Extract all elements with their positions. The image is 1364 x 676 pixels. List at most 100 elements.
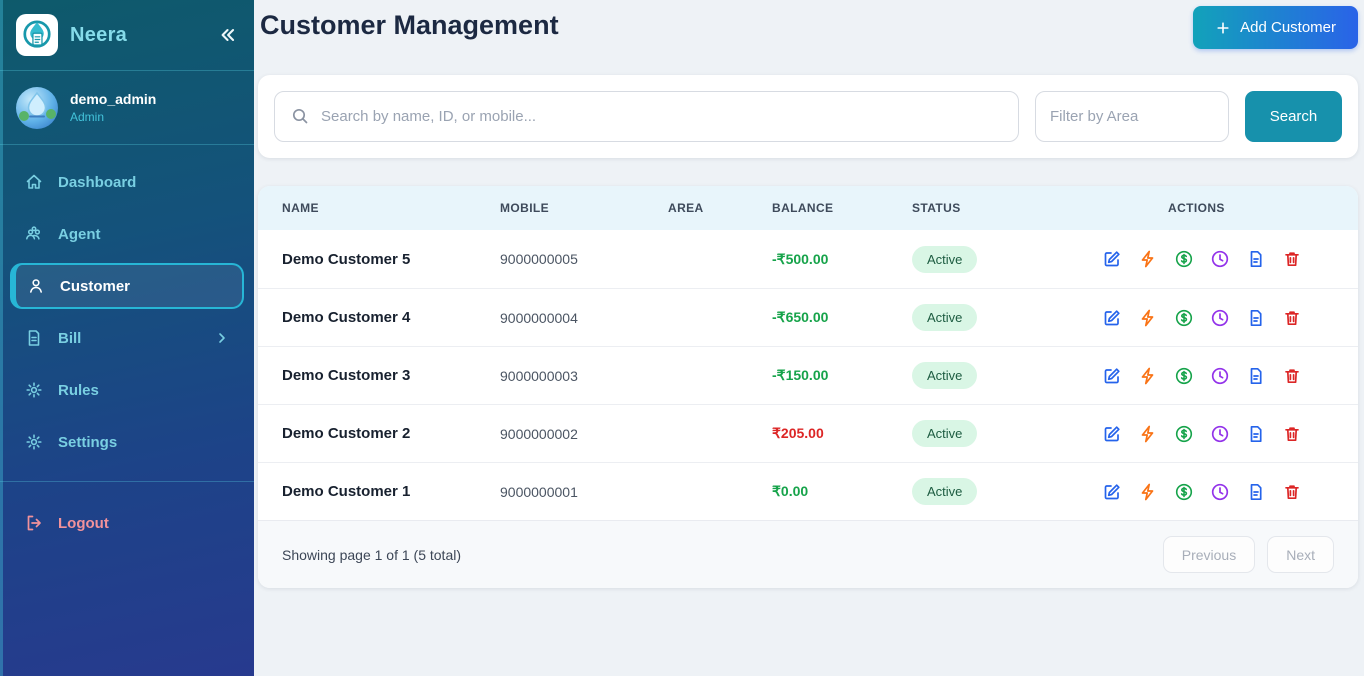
settings-gear-icon (26, 434, 42, 450)
table-row: Demo Customer 5 9000000005 -₹500.00 Acti… (258, 230, 1358, 288)
quick-recharge-button[interactable] (1138, 308, 1158, 328)
dollar-circle-icon (1175, 367, 1193, 384)
chevron-right-icon (214, 330, 230, 346)
payment-button[interactable] (1174, 366, 1194, 386)
plus-icon (1217, 21, 1229, 34)
sidebar-nav: Dashboard Agent Customer Bill (0, 145, 254, 471)
logout-icon (27, 515, 41, 531)
delete-button[interactable] (1282, 482, 1302, 502)
document-icon (1250, 367, 1262, 384)
delete-button[interactable] (1282, 249, 1302, 269)
payment-button[interactable] (1174, 249, 1194, 269)
app-name: Neera (70, 23, 128, 46)
search-button[interactable]: Search (1245, 91, 1342, 142)
delete-button[interactable] (1282, 308, 1302, 328)
avatar-drop-icon (19, 91, 56, 121)
document-icon (1250, 250, 1262, 268)
quick-recharge-button[interactable] (1138, 249, 1158, 269)
column-header-mobile: MOBILE (500, 201, 550, 215)
sidebar-item-label: Rules (58, 381, 99, 399)
trash-icon (1285, 252, 1299, 267)
sidebar-item-label: Agent (58, 225, 101, 243)
sidebar: Neera demo_admin Admin Dashboard (0, 0, 254, 676)
history-button[interactable] (1210, 482, 1230, 502)
customer-balance: ₹205.00 (772, 425, 824, 441)
sidebar-item-rules[interactable]: Rules (10, 367, 244, 413)
row-actions (1102, 308, 1334, 328)
invoice-button[interactable] (1246, 424, 1266, 444)
row-actions (1102, 249, 1334, 269)
delete-button[interactable] (1282, 424, 1302, 444)
edit-button[interactable] (1102, 482, 1122, 502)
bolt-icon (1141, 483, 1154, 500)
clock-icon (1211, 309, 1229, 326)
edit-button[interactable] (1102, 308, 1122, 328)
water-drop-logo-icon (23, 20, 51, 48)
edit-icon (1104, 425, 1120, 441)
column-header-status: STATUS (912, 201, 961, 215)
history-button[interactable] (1210, 308, 1230, 328)
sidebar-item-bill[interactable]: Bill (10, 315, 244, 361)
sidebar-item-agent[interactable]: Agent (10, 211, 244, 257)
customer-mobile: 9000000001 (500, 483, 578, 500)
history-button[interactable] (1210, 249, 1230, 269)
bill-icon (28, 330, 40, 346)
area-filter-input[interactable] (1035, 91, 1229, 142)
app-logo (16, 14, 58, 56)
sidebar-item-label: Settings (58, 433, 118, 451)
clock-icon (1211, 367, 1229, 384)
quick-recharge-button[interactable] (1138, 366, 1158, 386)
delete-button[interactable] (1282, 366, 1302, 386)
invoice-button[interactable] (1246, 249, 1266, 269)
quick-recharge-button[interactable] (1138, 424, 1158, 444)
avatar (16, 86, 58, 129)
customer-balance: -₹150.00 (772, 367, 829, 383)
table-row: Demo Customer 3 9000000003 -₹150.00 Acti… (258, 346, 1358, 404)
search-toolbar: Search (258, 75, 1358, 158)
clock-icon (1211, 250, 1229, 268)
customer-table: NAME MOBILE AREA BALANCE STATUS ACTIONS … (258, 186, 1358, 588)
sidebar-header: Neera (0, 0, 254, 71)
sidebar-item-customer[interactable]: Customer (10, 263, 244, 309)
payment-button[interactable] (1174, 308, 1194, 328)
previous-page-button[interactable]: Previous (1162, 536, 1256, 573)
edit-icon (1104, 309, 1120, 325)
sidebar-item-label: Bill (58, 329, 82, 347)
rules-gear-icon (26, 382, 42, 398)
document-icon (1250, 425, 1262, 442)
sidebar-item-settings[interactable]: Settings (10, 419, 244, 465)
edit-icon (1104, 367, 1120, 383)
add-customer-button[interactable]: Add Customer (1193, 6, 1358, 49)
agents-icon (26, 226, 41, 240)
search-input[interactable] (274, 91, 1019, 142)
customer-name: Demo Customer 2 (282, 425, 411, 442)
table-footer: Showing page 1 of 1 (5 total) Previous N… (258, 520, 1358, 588)
edit-button[interactable] (1102, 366, 1122, 386)
dollar-circle-icon (1175, 483, 1193, 500)
sidebar-collapse-button[interactable] (216, 24, 238, 46)
bolt-icon (1141, 309, 1154, 326)
table-header: NAME MOBILE AREA BALANCE STATUS ACTIONS (258, 186, 1358, 230)
invoice-button[interactable] (1246, 482, 1266, 502)
bolt-icon (1141, 425, 1154, 442)
column-header-name: NAME (282, 201, 319, 215)
history-button[interactable] (1210, 366, 1230, 386)
trash-icon (1285, 426, 1299, 441)
add-customer-label: Add Customer (1240, 19, 1336, 36)
edit-button[interactable] (1102, 424, 1122, 444)
payment-button[interactable] (1174, 424, 1194, 444)
payment-button[interactable] (1174, 482, 1194, 502)
logout-button[interactable]: Logout (0, 500, 254, 546)
status-badge: Active (912, 245, 978, 273)
sidebar-item-dashboard[interactable]: Dashboard (10, 159, 244, 205)
quick-recharge-button[interactable] (1138, 482, 1158, 502)
history-button[interactable] (1210, 424, 1230, 444)
edit-button[interactable] (1102, 249, 1122, 269)
next-page-button[interactable]: Next (1267, 536, 1334, 573)
user-role: Admin (70, 110, 105, 124)
invoice-button[interactable] (1246, 366, 1266, 386)
sidebar-divider (0, 481, 254, 482)
invoice-button[interactable] (1246, 308, 1266, 328)
row-actions (1102, 482, 1334, 502)
pagination-summary: Showing page 1 of 1 (5 total) (282, 546, 462, 563)
